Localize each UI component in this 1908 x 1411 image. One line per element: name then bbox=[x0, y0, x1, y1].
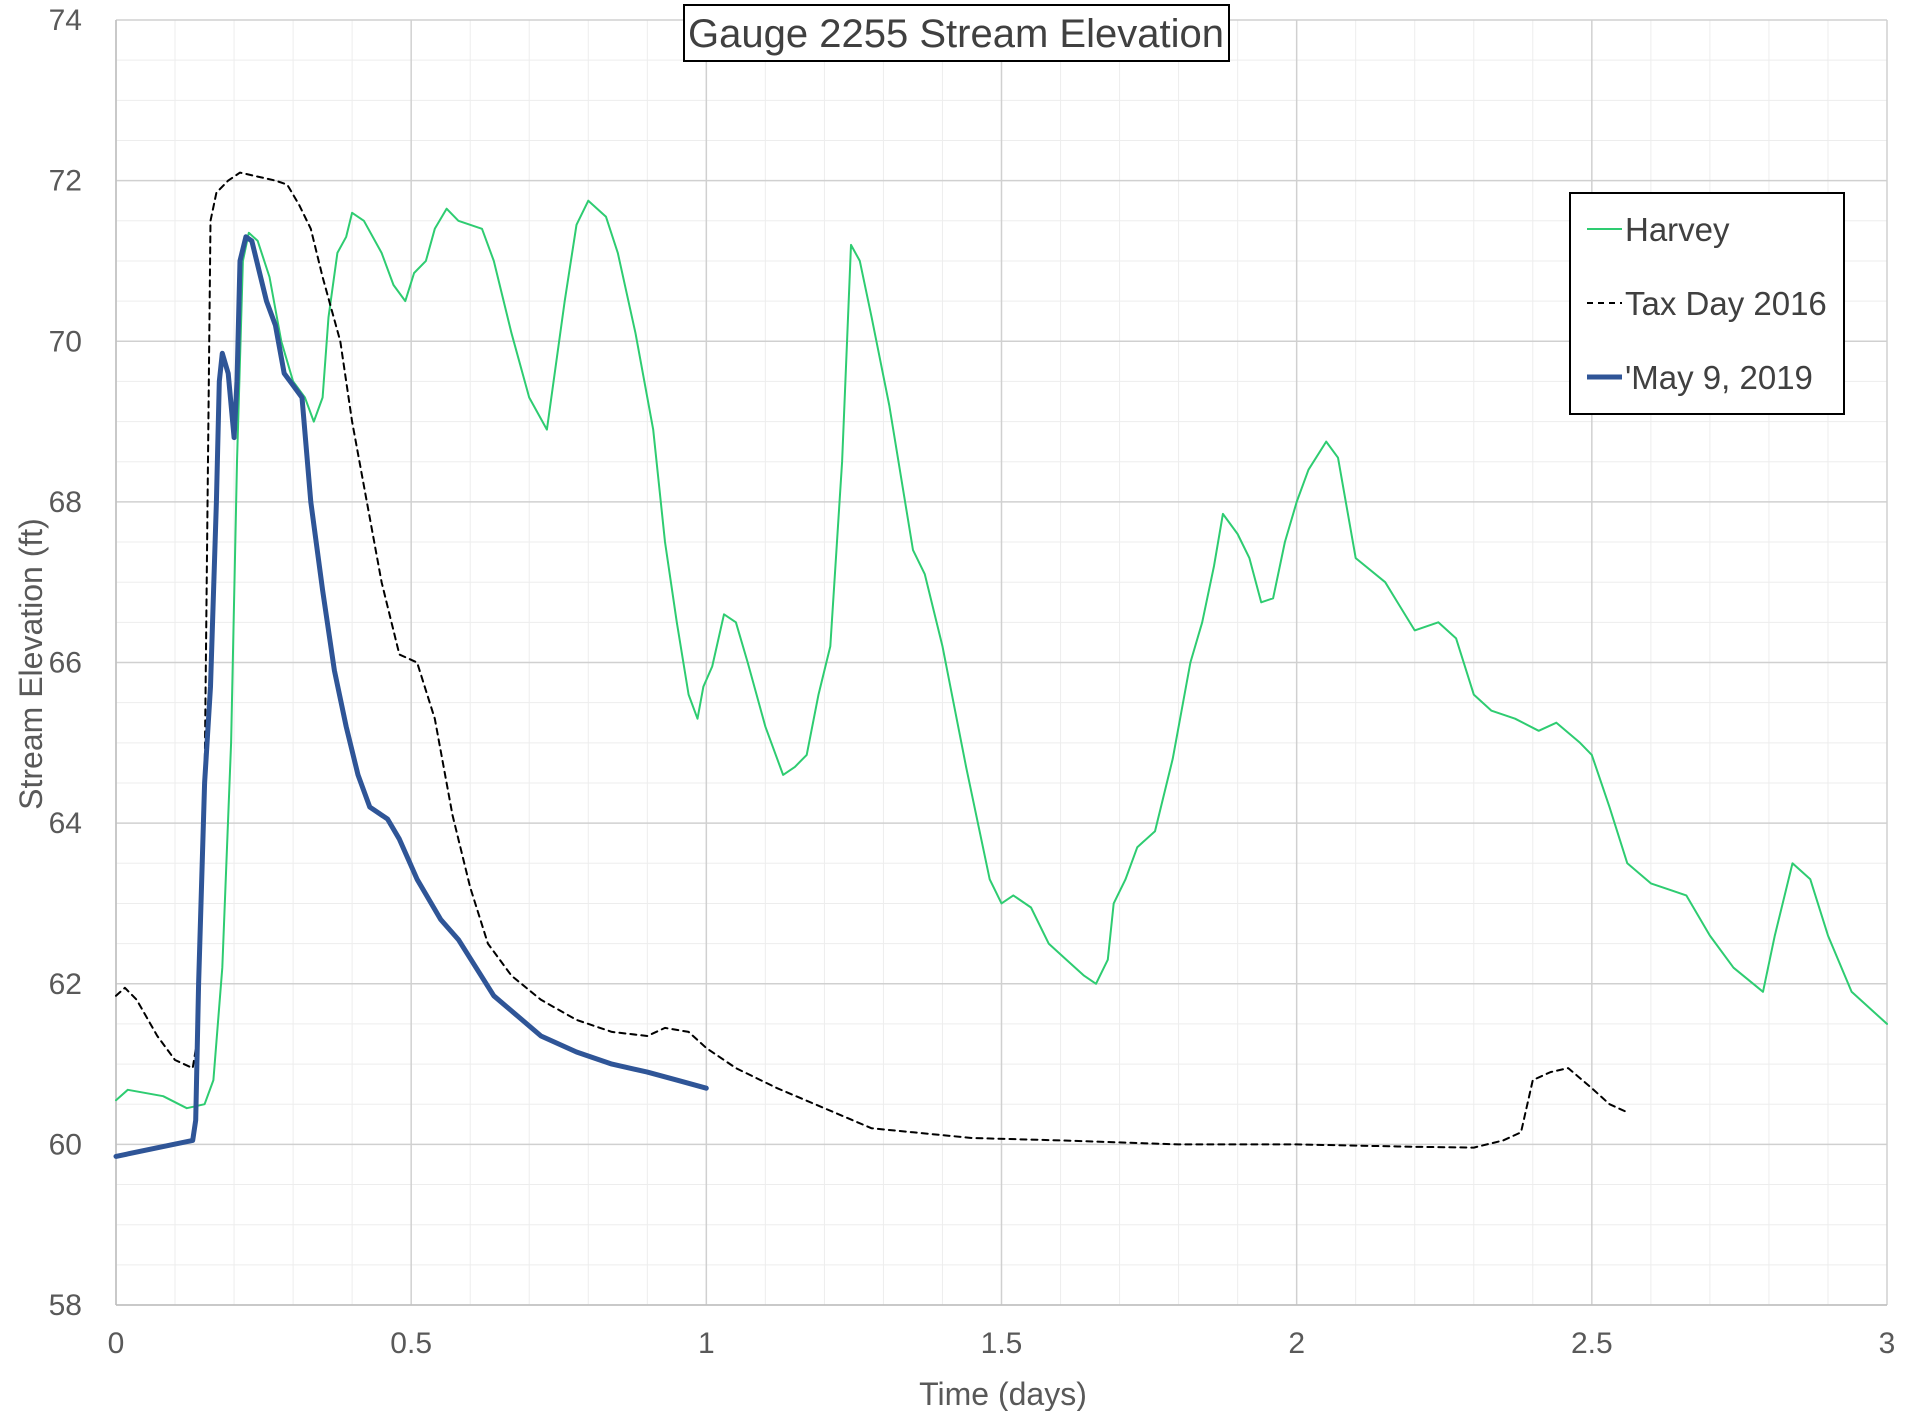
series-lines bbox=[113, 171, 1888, 1159]
legend: Harvey Tax Day 2016 'May 9, 2019 bbox=[1569, 192, 1845, 415]
chart-title-box: Gauge 2255 Stream Elevation bbox=[683, 4, 1230, 62]
y-tick-label: 72 bbox=[49, 165, 82, 198]
x-tick-label: 3 bbox=[1879, 1327, 1896, 1360]
chart-title-frame bbox=[683, 4, 1230, 62]
series-line-harvey bbox=[115, 199, 1888, 1110]
x-tick-label: 1 bbox=[698, 1327, 715, 1360]
x-tick-label: 1.5 bbox=[981, 1327, 1023, 1360]
legend-label-may-9-2019: 'May 9, 2019 bbox=[1625, 359, 1813, 396]
x-tick-label: 0.5 bbox=[390, 1327, 432, 1360]
chart-title: Gauge 2255 Stream Elevation bbox=[688, 12, 1224, 56]
series-line-may-9-2019 bbox=[113, 234, 709, 1159]
x-tick-label: 2.5 bbox=[1571, 1327, 1613, 1360]
tick-labels: 0 0.5 1 1.5 2 2.5 3 58 60 62 64 66 68 70 72 74 bbox=[49, 4, 1896, 1360]
y-tick-label: 68 bbox=[49, 486, 82, 519]
y-tick-label: 58 bbox=[49, 1289, 82, 1322]
y-tick-label: 66 bbox=[49, 647, 82, 680]
y-tick-label: 64 bbox=[49, 807, 82, 840]
y-tick-label: 62 bbox=[49, 968, 82, 1001]
x-axis-title: Time (days) bbox=[919, 1376, 1087, 1411]
y-tick-label: 70 bbox=[49, 325, 82, 358]
x-tick-label: 0 bbox=[108, 1327, 125, 1360]
legend-label-tax-day-2016: Tax Day 2016 bbox=[1625, 285, 1827, 322]
y-tick-label: 74 bbox=[49, 4, 82, 37]
legend-label-harvey: Harvey bbox=[1625, 211, 1730, 248]
y-tick-label: 60 bbox=[49, 1128, 82, 1161]
axes bbox=[115, 20, 1887, 1306]
series-line-tax-day-2016 bbox=[115, 171, 1629, 1149]
x-tick-label: 2 bbox=[1288, 1327, 1305, 1360]
y-axis-title: Stream Elevation (ft) bbox=[13, 518, 49, 810]
